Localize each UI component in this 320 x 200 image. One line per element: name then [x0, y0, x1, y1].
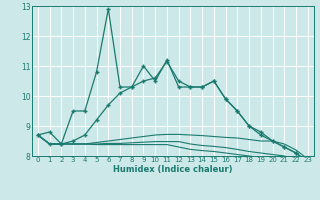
- X-axis label: Humidex (Indice chaleur): Humidex (Indice chaleur): [113, 165, 233, 174]
